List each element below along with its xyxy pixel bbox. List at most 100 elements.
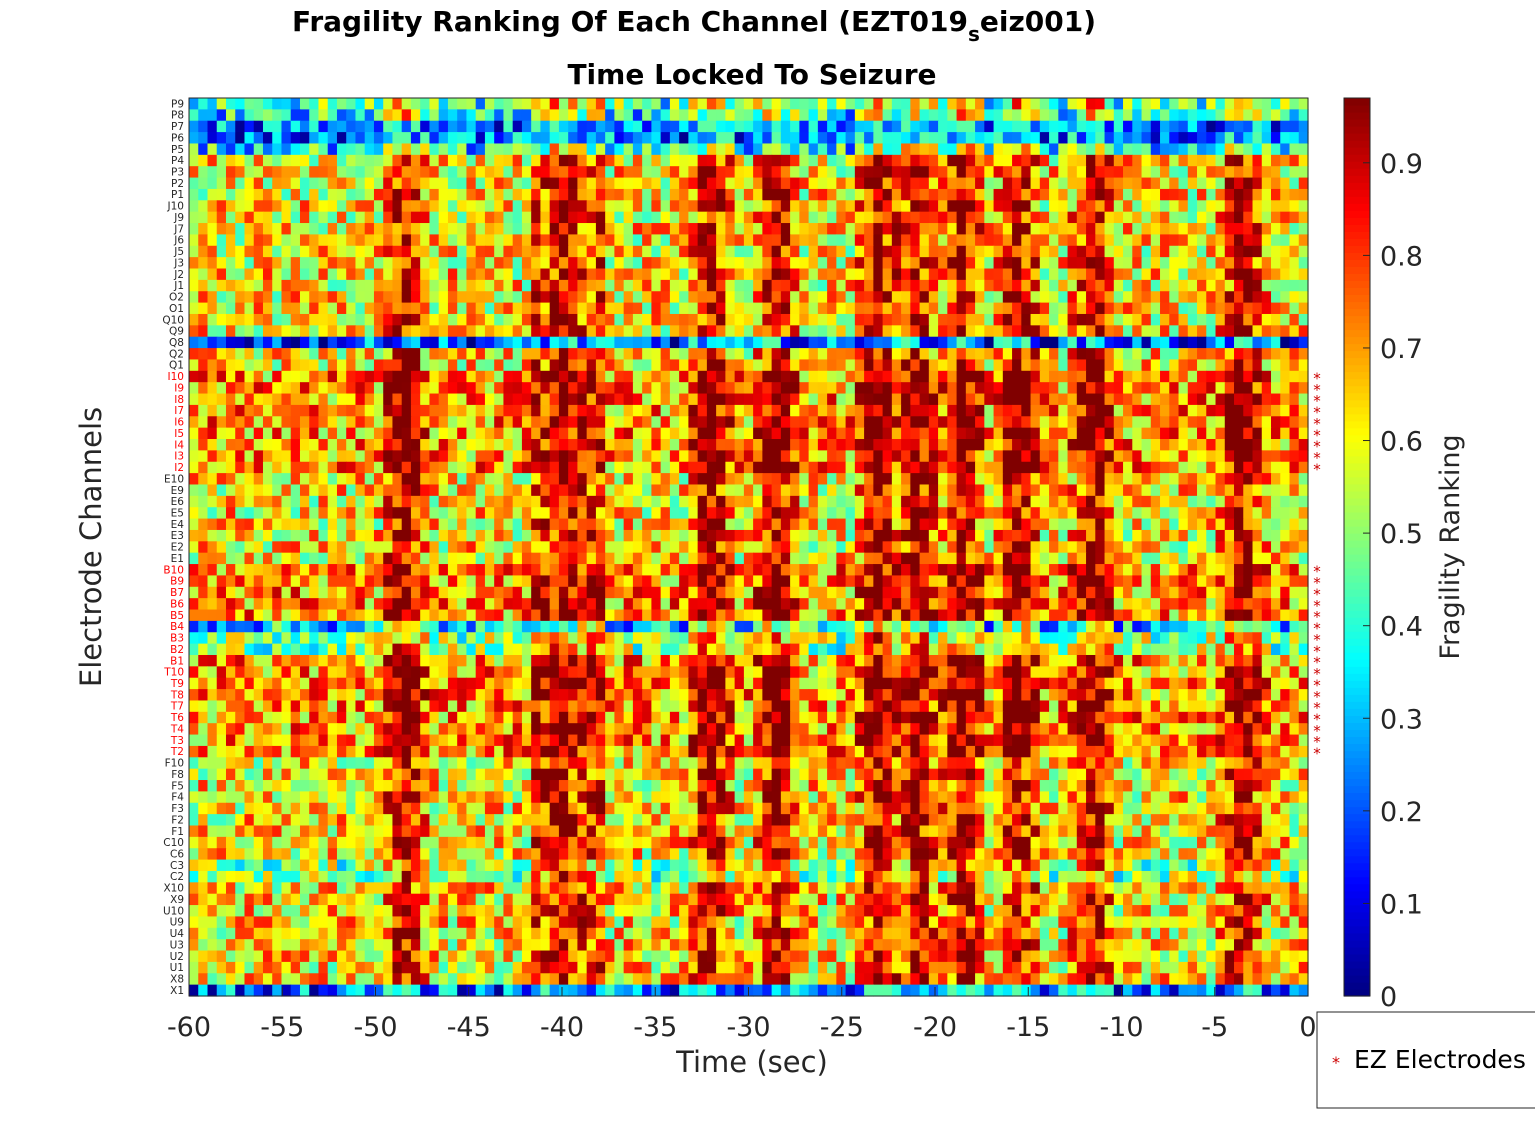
heatmap-cell [327, 154, 338, 167]
heatmap-cell [253, 461, 264, 474]
heatmap-cell [1224, 404, 1235, 417]
heatmap-cell [290, 313, 301, 326]
heatmap-cell [669, 484, 680, 497]
heatmap-cell [272, 393, 283, 406]
heatmap-cell [1169, 223, 1180, 236]
heatmap-cell [864, 382, 874, 395]
heatmap-cell [281, 541, 292, 554]
heatmap-cell [1224, 336, 1235, 349]
heatmap-cell [1049, 552, 1059, 565]
heatmap-cell [1150, 166, 1161, 179]
heatmap-cell [938, 120, 948, 133]
heatmap-cell [216, 336, 227, 349]
heatmap-cell [780, 257, 791, 270]
heatmap-cell [558, 177, 569, 190]
heatmap-cell [1234, 143, 1244, 156]
heatmap-cell [790, 268, 800, 281]
heatmap-cell [771, 416, 782, 429]
heatmap-cell [984, 439, 995, 451]
heatmap-cell [503, 393, 514, 406]
heatmap-cell [1002, 325, 1013, 338]
heatmap-cell [1058, 541, 1069, 554]
heatmap-cell [438, 245, 449, 258]
heatmap-cell [864, 120, 874, 133]
heatmap-cell [854, 211, 865, 224]
heatmap-cell [873, 348, 884, 361]
heatmap-cell [1095, 302, 1106, 315]
heatmap-cell [577, 473, 588, 486]
heatmap-cell [1280, 427, 1291, 440]
heatmap-cell [1030, 427, 1041, 440]
heatmap-cell [864, 313, 874, 326]
heatmap-cell [364, 245, 375, 258]
heatmap-cell [503, 325, 514, 338]
heatmap-cell [1298, 427, 1309, 440]
heatmap-cell [799, 223, 810, 236]
heatmap-cell [410, 257, 421, 270]
heatmap-cell [743, 427, 754, 440]
heatmap-cell [706, 120, 717, 133]
heatmap-cell [1039, 427, 1050, 440]
heatmap-cell [1197, 348, 1207, 361]
heatmap-cell [1187, 484, 1198, 497]
heatmap-cell [262, 416, 273, 429]
heatmap-cell [901, 234, 911, 247]
heatmap-cell [827, 143, 837, 156]
heatmap-cell [225, 495, 236, 508]
heatmap-cell [864, 257, 874, 270]
heatmap-cell [1298, 495, 1309, 508]
heatmap-cell [910, 302, 921, 315]
heatmap-cell [1215, 132, 1226, 145]
heatmap-cell [938, 257, 948, 270]
heatmap-cell [771, 529, 782, 542]
heatmap-cell [1298, 416, 1309, 429]
heatmap-cell [272, 98, 283, 110]
heatmap-cell [790, 302, 800, 315]
heatmap-cell [790, 484, 800, 497]
heatmap-cell [244, 416, 255, 429]
heatmap-cell [1012, 416, 1022, 429]
heatmap-cell [743, 484, 754, 497]
heatmap-cell [1132, 313, 1143, 326]
heatmap-cell [327, 234, 338, 247]
heatmap-cell [882, 245, 893, 258]
heatmap-cell [947, 257, 958, 270]
heatmap-cell [1123, 370, 1133, 383]
heatmap-cell [1215, 223, 1226, 236]
heatmap-cell [1086, 427, 1096, 440]
heatmap-cell [207, 495, 218, 508]
heatmap-cell [965, 177, 976, 190]
heatmap-cell [318, 552, 329, 565]
heatmap-cell [568, 507, 579, 520]
heatmap-cell [466, 427, 477, 440]
heatmap-cell [549, 291, 560, 304]
heatmap-cell [873, 416, 884, 429]
heatmap-cell [854, 370, 865, 383]
heatmap-cell [669, 188, 680, 201]
heatmap-cell [503, 132, 514, 145]
heatmap-cell [1150, 313, 1161, 326]
heatmap-cell [679, 484, 689, 497]
heatmap-cell [836, 473, 847, 486]
heatmap-cell [1215, 541, 1226, 554]
heatmap-cell [225, 313, 236, 326]
heatmap-cell [928, 461, 939, 474]
heatmap-cell [1132, 223, 1143, 236]
heatmap-cell [420, 120, 431, 133]
heatmap-cell [827, 223, 837, 236]
heatmap-cell [1002, 245, 1013, 258]
heatmap-cell [882, 439, 893, 451]
heatmap-cell [1187, 461, 1198, 474]
heatmap-cell [854, 473, 865, 486]
heatmap-cell [845, 427, 856, 440]
heatmap-cell [494, 211, 505, 224]
heatmap-cell [207, 518, 218, 531]
heatmap-cell [808, 439, 819, 451]
heatmap-cell [817, 473, 828, 486]
heatmap-cell [854, 109, 865, 122]
heatmap-cell [235, 348, 246, 361]
heatmap-cell [725, 98, 736, 110]
heatmap-cell [484, 302, 495, 315]
heatmap-cell [253, 495, 264, 508]
heatmap-cell [457, 257, 468, 270]
